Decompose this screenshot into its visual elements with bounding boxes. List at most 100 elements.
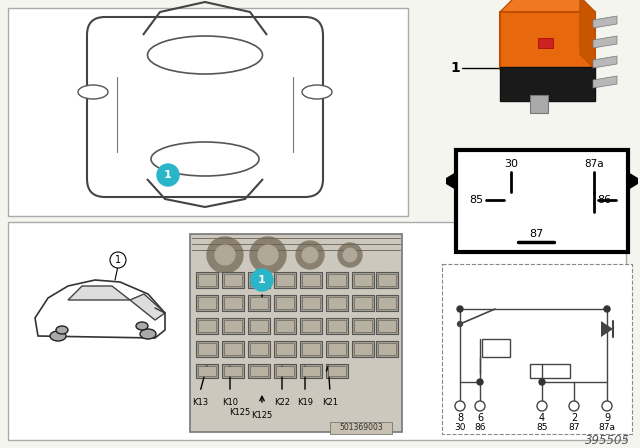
Bar — [248, 341, 270, 357]
Bar — [354, 343, 372, 355]
Text: 30: 30 — [454, 423, 466, 432]
Bar — [378, 320, 396, 332]
Bar — [222, 295, 244, 311]
Text: 87a: 87a — [598, 423, 616, 432]
Circle shape — [569, 401, 579, 411]
Text: 395505: 395505 — [585, 434, 630, 447]
Text: 2: 2 — [571, 413, 577, 423]
Bar — [248, 318, 270, 334]
Bar — [302, 297, 320, 309]
Bar — [328, 297, 346, 309]
Bar — [196, 364, 218, 378]
Text: 87: 87 — [568, 423, 580, 432]
Bar — [378, 274, 396, 286]
Bar — [250, 366, 268, 376]
Bar — [378, 343, 396, 355]
Bar — [538, 39, 553, 48]
Bar — [198, 366, 216, 376]
Bar — [224, 297, 242, 309]
Bar — [274, 364, 296, 378]
Bar — [222, 318, 244, 334]
Ellipse shape — [302, 85, 332, 99]
Circle shape — [458, 322, 463, 327]
Circle shape — [110, 252, 126, 268]
Bar — [326, 272, 348, 288]
Bar — [328, 366, 346, 376]
Text: 30: 30 — [504, 159, 518, 169]
Bar — [224, 320, 242, 332]
Bar — [530, 364, 570, 378]
Polygon shape — [68, 286, 130, 300]
Bar — [326, 341, 348, 357]
Bar — [442, 264, 632, 434]
Bar — [224, 366, 242, 376]
Bar — [250, 343, 268, 355]
Text: 501369003: 501369003 — [339, 423, 383, 432]
Bar — [378, 297, 396, 309]
Text: 4: 4 — [539, 413, 545, 423]
Bar — [190, 234, 402, 432]
Ellipse shape — [78, 85, 108, 99]
Bar — [328, 274, 346, 286]
Bar — [224, 343, 242, 355]
Text: 9: 9 — [604, 413, 610, 423]
Polygon shape — [628, 172, 638, 190]
Circle shape — [207, 237, 243, 273]
Polygon shape — [601, 321, 613, 337]
Bar — [302, 366, 320, 376]
Bar — [456, 150, 628, 252]
Bar — [500, 67, 595, 101]
Bar — [274, 318, 296, 334]
Text: K21: K21 — [322, 398, 338, 407]
Ellipse shape — [140, 329, 156, 339]
Bar — [500, 12, 595, 69]
Ellipse shape — [56, 326, 68, 334]
Text: 1: 1 — [258, 275, 266, 285]
Bar — [222, 364, 244, 378]
Circle shape — [344, 248, 356, 262]
Circle shape — [604, 306, 610, 312]
Circle shape — [296, 241, 324, 269]
Text: 6: 6 — [477, 413, 483, 423]
Bar — [250, 274, 268, 286]
Bar — [276, 366, 294, 376]
Polygon shape — [580, 0, 595, 69]
Bar — [248, 295, 270, 311]
Bar — [196, 272, 218, 288]
Text: 87a: 87a — [584, 159, 604, 169]
Bar — [300, 318, 322, 334]
Text: K10: K10 — [222, 398, 238, 407]
Circle shape — [338, 243, 362, 267]
Bar — [250, 320, 268, 332]
Bar — [276, 274, 294, 286]
Circle shape — [157, 164, 179, 186]
Bar — [326, 364, 348, 378]
Text: 85: 85 — [536, 423, 548, 432]
Text: 85: 85 — [469, 195, 483, 205]
Circle shape — [475, 401, 485, 411]
Bar — [354, 274, 372, 286]
Polygon shape — [35, 280, 165, 338]
Bar — [330, 422, 392, 434]
Bar — [352, 341, 374, 357]
Bar — [376, 318, 398, 334]
Text: 1: 1 — [164, 170, 172, 180]
Ellipse shape — [136, 322, 148, 330]
Text: 87: 87 — [529, 229, 543, 239]
Bar — [196, 318, 218, 334]
Bar — [198, 297, 216, 309]
Bar — [328, 343, 346, 355]
Text: K19: K19 — [297, 398, 313, 407]
Polygon shape — [130, 294, 165, 320]
Polygon shape — [446, 172, 456, 190]
Bar — [352, 318, 374, 334]
Bar — [276, 297, 294, 309]
Bar — [222, 341, 244, 357]
Circle shape — [602, 401, 612, 411]
Bar — [354, 297, 372, 309]
Ellipse shape — [151, 142, 259, 176]
Bar — [376, 295, 398, 311]
Polygon shape — [593, 76, 617, 88]
Bar — [274, 341, 296, 357]
Polygon shape — [500, 0, 595, 12]
